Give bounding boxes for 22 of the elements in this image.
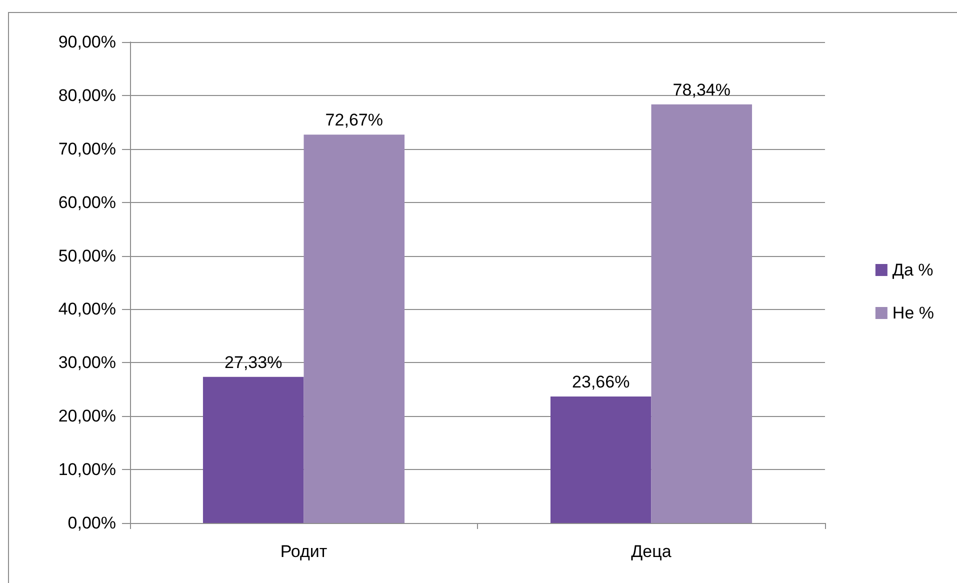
y-tick-label: 80,00%	[58, 86, 116, 105]
data-label: 23,66%	[572, 372, 630, 392]
data-label: 78,34%	[672, 80, 730, 100]
data-label: 27,33%	[224, 352, 282, 372]
y-tick-label: 60,00%	[58, 192, 116, 212]
y-tick-label: 20,00%	[58, 406, 116, 426]
bar	[550, 396, 652, 523]
y-tick-label: 70,00%	[58, 139, 116, 158]
bar	[651, 104, 752, 523]
legend-label: Да %	[892, 260, 934, 280]
bar	[304, 134, 405, 523]
y-tick-label: 0,00%	[68, 514, 116, 532]
x-tick-label: Деца	[631, 542, 672, 561]
data-label: 72,67%	[325, 110, 383, 130]
y-tick-label: 90,00%	[58, 32, 116, 52]
legend-label: Не %	[892, 304, 934, 322]
bar	[202, 376, 304, 523]
y-tick-label: 50,00%	[58, 246, 116, 266]
y-tick-label: 10,00%	[58, 460, 116, 480]
y-tick-label: 40,00%	[58, 300, 116, 319]
x-tick-label: Родит	[280, 542, 328, 561]
y-tick-label: 30,00%	[58, 353, 116, 372]
